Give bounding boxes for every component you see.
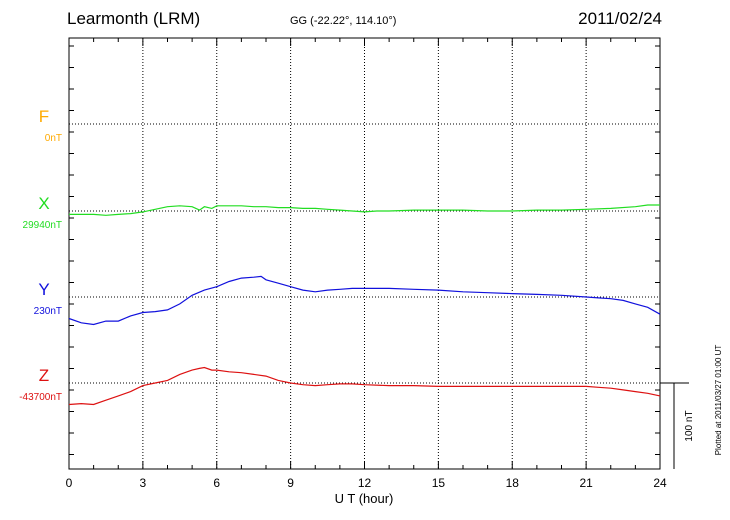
plot-date: 2011/02/24 (578, 9, 662, 28)
x-tick-label-6: 6 (213, 476, 220, 490)
x-tick-label-15: 15 (432, 476, 446, 490)
scale-bar-label: 100 nT (684, 410, 695, 441)
x-axis-title: U T (hour) (335, 491, 394, 506)
series-baseline-z: -43700nT (19, 392, 62, 403)
series-labels: F 0nT X 29940nT Y 230nT Z -43700nT (19, 107, 62, 403)
x-tick-label-21: 21 (579, 476, 593, 490)
axis-ticks (68, 38, 661, 469)
x-tick-label-3: 3 (140, 476, 147, 490)
station-coordinates: GG (-22.22°, 114.10°) (290, 15, 397, 27)
x-tick-label-12: 12 (358, 476, 372, 490)
x-tick-label-0: 0 (66, 476, 73, 490)
grid-lines (69, 38, 660, 469)
x-tick-labels: 0 3 6 9 12 15 18 21 24 (66, 476, 667, 490)
series-baseline-x: 29940nT (23, 220, 62, 231)
series-label-f: F (39, 107, 49, 126)
series-line-y (68, 275, 661, 326)
series-baseline-f: 0nT (45, 133, 62, 144)
series-label-y: Y (38, 280, 49, 299)
series-label-z: Z (39, 366, 49, 385)
series-baseline-y: 230nT (34, 306, 62, 317)
series-label-x: X (38, 194, 49, 213)
station-title: Learmonth (LRM) (67, 9, 201, 28)
x-tick-label-9: 9 (287, 476, 294, 490)
scale-bar: 100 nT (660, 382, 695, 469)
x-tick-label-18: 18 (506, 476, 520, 490)
series-line-z (68, 366, 661, 406)
series-lines (68, 204, 661, 406)
plotted-at-note: Plotted at 2011/03/27 01:00 UT (714, 345, 723, 456)
series-line-x (69, 204, 660, 216)
x-tick-label-24: 24 (653, 476, 667, 490)
